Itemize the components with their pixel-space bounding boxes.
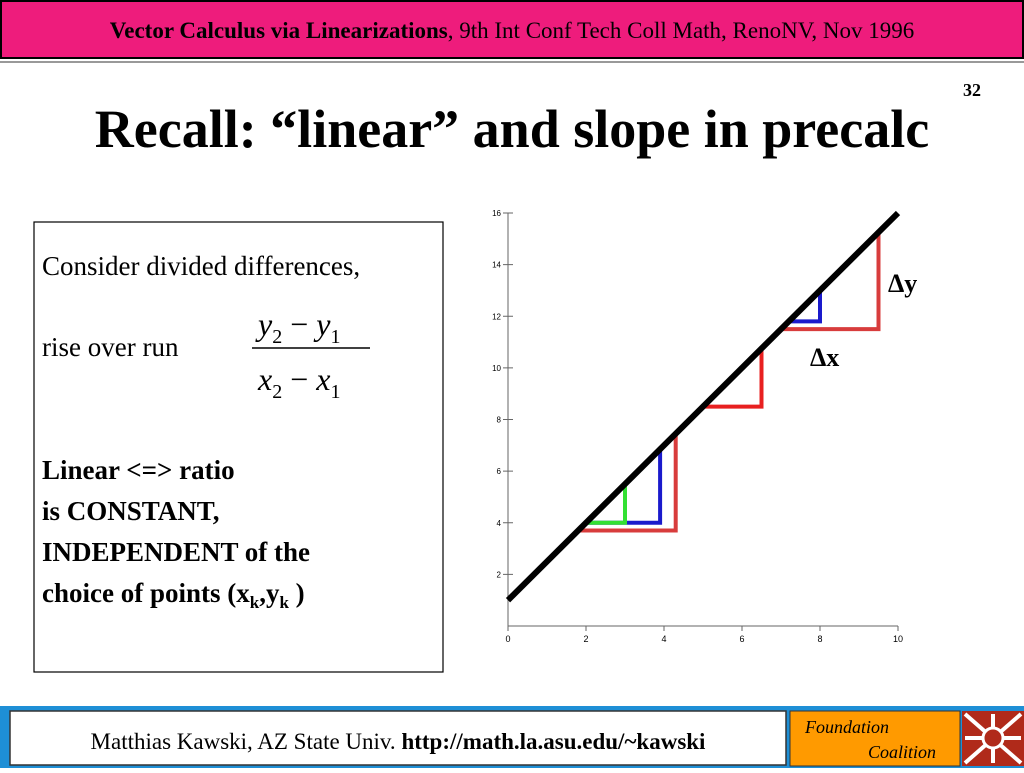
slide-title: Recall: “linear” and slope in precalc bbox=[95, 99, 929, 159]
var: y bbox=[313, 306, 331, 342]
logo-text: Foundation bbox=[804, 717, 889, 737]
y-tick-label: 4 bbox=[497, 519, 502, 528]
text-line: rise over run bbox=[42, 332, 179, 362]
logo-box bbox=[789, 710, 961, 767]
text-line: Consider divided differences, bbox=[42, 251, 360, 281]
author: Matthias Kawski, AZ State Univ. bbox=[91, 729, 402, 754]
header-bar bbox=[0, 0, 1024, 59]
dy-label: Δy bbox=[888, 269, 917, 298]
step-triangle bbox=[586, 484, 627, 525]
footer-text: Matthias Kawski, AZ State Univ. http://m… bbox=[91, 729, 707, 754]
op: − bbox=[290, 306, 308, 342]
var: x bbox=[257, 361, 272, 397]
op: − bbox=[290, 361, 308, 397]
logo-ring bbox=[981, 726, 1005, 750]
sub: 1 bbox=[330, 381, 340, 403]
y-tick-label: 2 bbox=[497, 570, 502, 579]
sub: k bbox=[279, 593, 289, 612]
y-tick-label: 10 bbox=[492, 364, 501, 373]
x-tick-label: 0 bbox=[505, 634, 510, 644]
dx-label: Δx bbox=[810, 343, 839, 372]
formula-numerator: y2− y1 bbox=[255, 306, 340, 348]
var: y bbox=[255, 306, 273, 342]
bold-line: choice of points (xk,yk ) bbox=[42, 578, 305, 612]
sub: 2 bbox=[272, 326, 282, 348]
plot: 0 2 4 6 8 10 2 4 6 8 10 12 14 16 bbox=[492, 209, 903, 644]
x-tick-label: 10 bbox=[893, 634, 903, 644]
step-triangle bbox=[781, 232, 881, 332]
line bbox=[505, 210, 901, 603]
text: ,y bbox=[259, 578, 280, 608]
url: http://math.la.asu.edu/~kawski bbox=[401, 729, 706, 754]
logo-text: Coalition bbox=[868, 742, 936, 762]
bold-line: is CONSTANT, bbox=[42, 496, 220, 526]
text: ) bbox=[289, 578, 305, 608]
text-box bbox=[33, 221, 444, 673]
step-triangle bbox=[703, 348, 764, 409]
y-tick-label: 6 bbox=[497, 467, 502, 476]
x-tick-label: 8 bbox=[817, 634, 822, 644]
var: x bbox=[315, 361, 330, 397]
bold-lines: Linear <=> ratio is CONSTANT, INDEPENDEN… bbox=[42, 455, 310, 612]
header-rest: , 9th Int Conf Tech Coll Math, RenoNV, N… bbox=[448, 18, 914, 43]
x-tick-label: 4 bbox=[661, 634, 666, 644]
sub: k bbox=[250, 593, 260, 612]
x-tick-label: 2 bbox=[583, 634, 588, 644]
logo-icon bbox=[962, 711, 1024, 766]
y-tick-label: 8 bbox=[497, 416, 502, 425]
sub: 2 bbox=[272, 381, 282, 403]
step-triangle bbox=[788, 290, 822, 324]
header-bold: Vector Calculus via Linearizations bbox=[110, 18, 448, 43]
step-triangle bbox=[578, 433, 678, 533]
formula-denominator: x2− x1 bbox=[257, 361, 340, 403]
y-tick-label: 16 bbox=[492, 209, 501, 218]
slide-number: 32 bbox=[963, 80, 981, 100]
x-tick-label: 6 bbox=[739, 634, 744, 644]
y-tick-label: 12 bbox=[492, 312, 501, 321]
footer-box bbox=[9, 710, 787, 766]
bold-line: INDEPENDENT of the bbox=[42, 537, 310, 567]
bold-line: Linear <=> ratio bbox=[42, 455, 235, 485]
y-tick-label: 14 bbox=[492, 261, 501, 270]
text: choice of points (x bbox=[42, 578, 250, 608]
sub: 1 bbox=[330, 326, 340, 348]
header-text: Vector Calculus via Linearizations, 9th … bbox=[110, 18, 914, 43]
